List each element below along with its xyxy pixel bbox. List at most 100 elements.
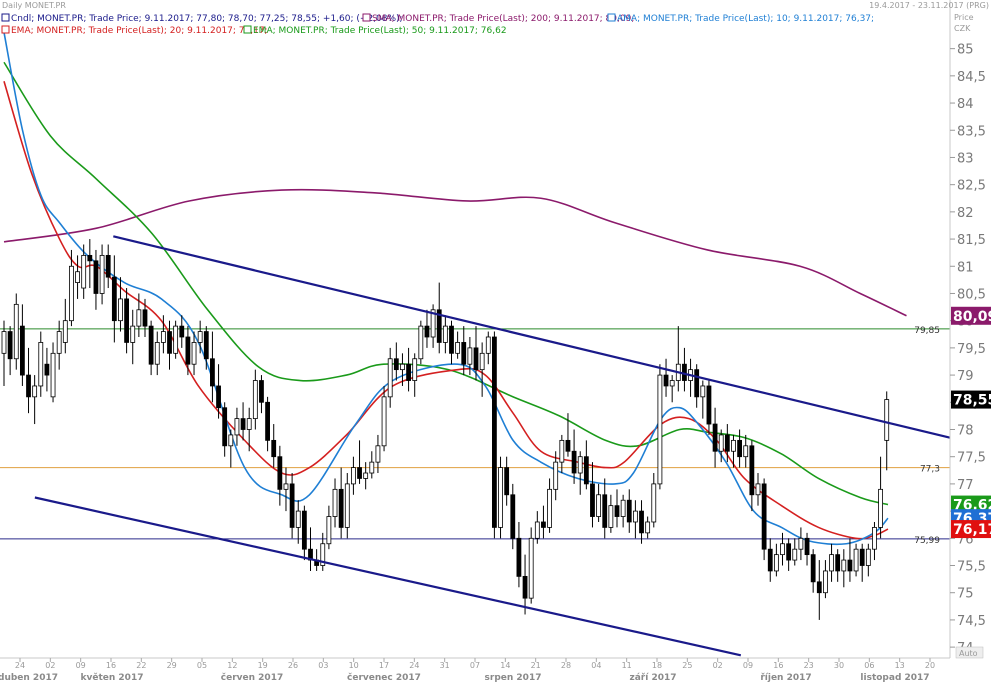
day-tick-label: 06	[864, 661, 874, 670]
candle-body-up	[743, 445, 749, 458]
candle	[393, 342, 399, 381]
candle	[160, 315, 166, 354]
candle-body-down	[626, 499, 632, 523]
candle	[387, 347, 393, 408]
candle	[743, 434, 749, 468]
legend-swatch	[1, 13, 10, 22]
candle	[590, 462, 595, 528]
candle	[479, 342, 485, 397]
candle	[694, 364, 700, 408]
candle	[522, 554, 528, 615]
candle-body-up	[228, 434, 234, 447]
candle-body-up	[381, 396, 387, 447]
candle-body-up	[755, 483, 761, 496]
day-tick-label: 22	[136, 661, 146, 670]
candle-body-up	[878, 488, 883, 528]
candle	[197, 320, 203, 354]
candle	[142, 298, 148, 337]
month-label: květen 2017	[81, 672, 144, 683]
candle	[246, 407, 252, 452]
currency-label: CZK	[954, 24, 971, 33]
candle	[491, 331, 497, 539]
value-badge	[951, 390, 991, 409]
candle	[718, 429, 724, 463]
candle-body-down	[26, 374, 31, 398]
ama10-line	[3, 32, 889, 546]
candle	[773, 543, 779, 577]
candle	[516, 521, 522, 588]
candle-body-up	[608, 505, 614, 528]
candle	[786, 538, 792, 571]
value-badge-label: 76,17	[953, 522, 991, 538]
candle	[26, 347, 31, 414]
candle	[148, 320, 154, 376]
candle	[626, 489, 632, 533]
value-badges: 80,0978,5576,6276,3776,17	[951, 306, 991, 539]
candle-body-down	[810, 554, 816, 583]
candle	[731, 434, 736, 468]
candle-body-down	[473, 347, 479, 371]
candle	[277, 445, 283, 506]
candle	[651, 473, 657, 528]
candle-body-up	[344, 483, 350, 528]
legend-swatch	[362, 13, 371, 22]
sma200-line	[3, 188, 907, 317]
candle	[841, 549, 847, 588]
candle	[87, 239, 93, 289]
candle-body-down	[712, 423, 718, 452]
candle	[865, 543, 871, 577]
day-tick-label: 04	[591, 661, 601, 670]
candle-body-up	[197, 331, 203, 343]
candle	[289, 473, 295, 539]
day-tick-label: 20	[925, 661, 935, 670]
candle	[418, 320, 424, 365]
legend-entry: EMA; MONET.PR; Trade Price(Last); 20; 9.…	[11, 26, 268, 36]
price-tick-label: 78	[957, 423, 974, 438]
candle	[602, 478, 608, 539]
candle	[369, 451, 375, 479]
candle-body-up	[75, 271, 80, 283]
value-badge	[951, 306, 991, 325]
candle-body-up	[160, 331, 166, 343]
candle	[669, 375, 675, 403]
candle-body-down	[504, 467, 510, 496]
candle-body-down	[761, 483, 767, 550]
candle	[1, 320, 7, 386]
candle-body-down	[590, 483, 595, 517]
candle-body-down	[357, 467, 362, 479]
candle	[424, 309, 430, 348]
candle	[455, 331, 461, 359]
candle	[19, 304, 25, 386]
day-tick-label: 03	[318, 661, 328, 670]
candle-body-up	[81, 254, 87, 289]
candle-body-down	[859, 548, 865, 566]
candle-body-down	[767, 548, 773, 572]
day-tick-label: 09	[743, 661, 753, 670]
candle-body-down	[216, 385, 221, 409]
day-tick-label: 28	[561, 661, 571, 670]
price-tick-label: 85	[957, 43, 974, 58]
candle	[663, 358, 669, 397]
price-tick-label: 81	[957, 260, 974, 275]
day-tick-label: 21	[531, 661, 541, 670]
price-axis-title: Price	[954, 13, 974, 22]
candle-body-up	[853, 548, 859, 572]
auto-scale-button[interactable]	[955, 646, 984, 659]
value-badge	[951, 520, 991, 539]
candle-body-up	[632, 510, 638, 523]
candle	[105, 244, 111, 289]
candle-body-up	[38, 342, 44, 387]
candle-body-up	[118, 298, 123, 322]
candle	[154, 331, 160, 376]
legend-entry: EMA; MONET.PR; Trade Price(Last); 50; 9.…	[253, 26, 507, 36]
candle-body-down	[522, 575, 528, 599]
candle-body-down	[271, 439, 277, 458]
candle	[228, 429, 234, 468]
candle	[326, 505, 332, 550]
candle	[412, 353, 418, 397]
candles	[1, 239, 890, 620]
candle	[632, 500, 638, 539]
month-label: duben 2017	[0, 673, 58, 683]
trendline	[113, 235, 951, 439]
legend-swatch	[243, 25, 252, 34]
